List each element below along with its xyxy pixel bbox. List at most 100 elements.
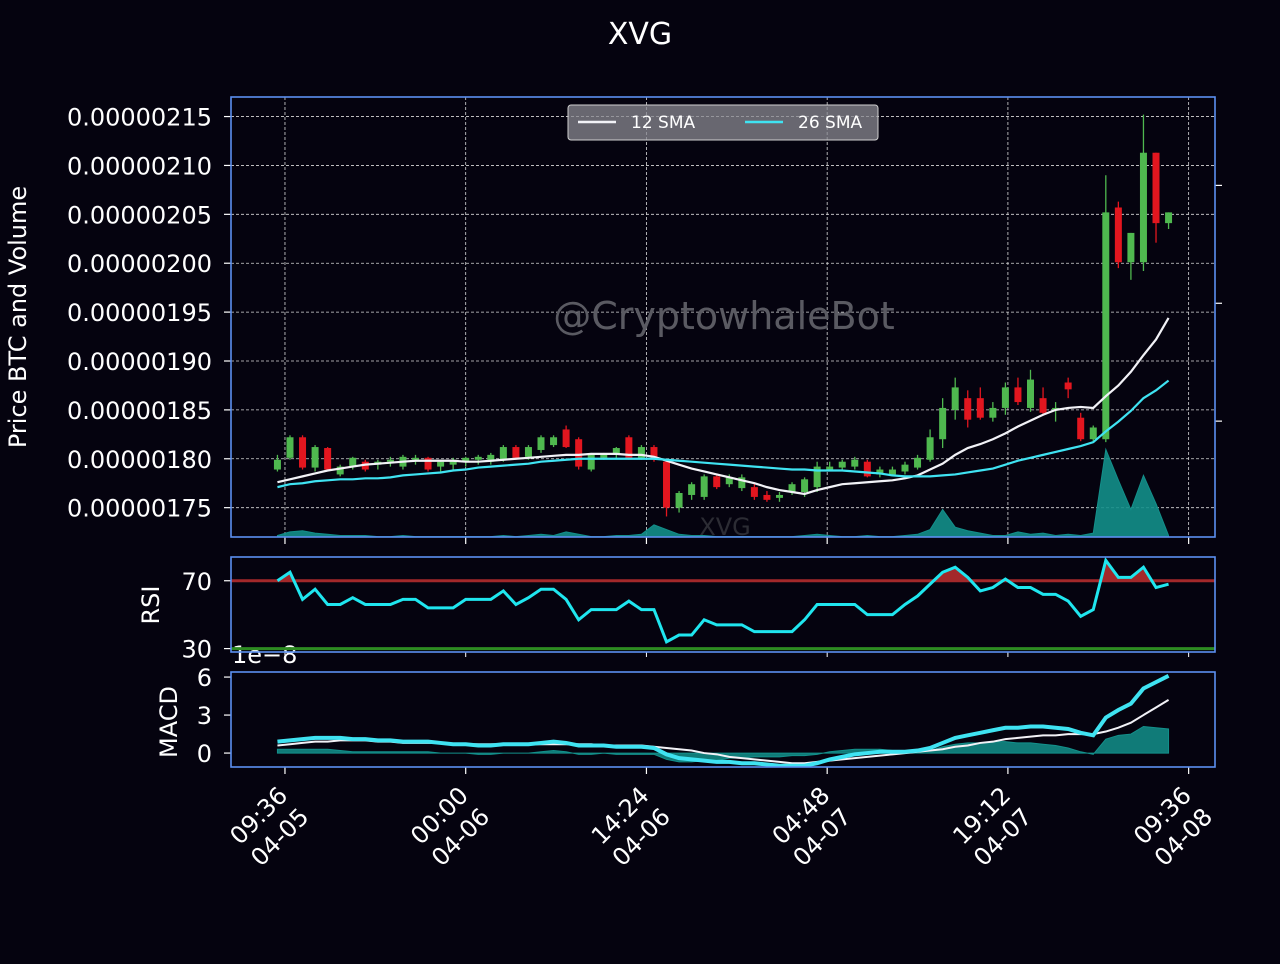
candle-body [688, 484, 696, 495]
candle-body [650, 447, 658, 460]
candle-body [663, 461, 671, 508]
axes-frame [230, 96, 1216, 538]
candle-body [437, 461, 445, 467]
candle-body [964, 398, 972, 420]
overbought-fill [277, 560, 1169, 581]
candle-body [311, 447, 319, 468]
candle-body [863, 461, 871, 477]
candle-body [750, 487, 758, 497]
candle-body [537, 437, 545, 450]
candle-body [575, 439, 583, 467]
y-tick-label: 0.00000190 [67, 348, 212, 376]
candle-body [888, 469, 896, 475]
candle-body [336, 466, 344, 475]
candle-body [1102, 212, 1110, 440]
y-tick-label: 6 [197, 664, 212, 692]
candle-body [637, 447, 645, 458]
candle-body [700, 476, 708, 497]
candle-body [939, 407, 947, 440]
candle-body [826, 466, 834, 470]
candle-body [1039, 398, 1047, 413]
candle-body [412, 457, 419, 460]
candle-body [512, 447, 520, 458]
candle-body [273, 459, 281, 470]
candle-body [989, 407, 997, 418]
candle-body [324, 448, 332, 470]
axes-frame [230, 671, 1216, 768]
legend-label: 12 SMA [631, 113, 695, 133]
candle-body [1114, 207, 1122, 263]
candle-body [1139, 152, 1147, 263]
volume-watermark: XVG [699, 513, 750, 541]
candle-body [1165, 212, 1173, 224]
candle-body [550, 437, 558, 446]
candle-body [1152, 152, 1160, 224]
candle-body [813, 466, 821, 488]
candle-body [612, 448, 620, 455]
candle-body [851, 459, 859, 467]
candle-body [775, 494, 783, 498]
candle-body [1014, 387, 1022, 403]
candle-body [976, 398, 984, 418]
candle-body [587, 454, 595, 470]
candle-body [763, 494, 771, 500]
candle-body [738, 477, 746, 489]
macd-line [277, 674, 1170, 767]
y-tick-label: 0.00000200 [67, 250, 212, 278]
candle-body [788, 484, 796, 493]
candle-body [876, 469, 884, 475]
plot-area [231, 557, 1215, 651]
candle-body [299, 437, 307, 468]
y-tick-label: 0.00000215 [67, 104, 212, 132]
y-tick-label: 0.00000180 [67, 446, 212, 474]
sma-line [277, 317, 1170, 496]
y-tick-label: 70 [181, 568, 212, 596]
candle-body [600, 454, 608, 458]
y-tick-label: 0.00000195 [67, 299, 212, 327]
candle-body [286, 437, 294, 458]
sma-line [277, 379, 1170, 489]
candle-body [499, 447, 507, 460]
axes-frame [230, 556, 1216, 653]
candle-body [474, 456, 482, 460]
y-tick-label: 3 [197, 702, 212, 730]
rsi-axis-label: RSI [137, 586, 165, 625]
candle-body [1001, 387, 1009, 408]
candle-body [725, 477, 733, 485]
candle-body [349, 457, 357, 467]
candle-body [1089, 427, 1097, 440]
candle-body [1127, 232, 1135, 263]
candle-body [1027, 379, 1034, 408]
candle-body [713, 476, 721, 488]
candle-body [386, 459, 394, 462]
legend-label: 26 SMA [798, 113, 862, 133]
candle-body [951, 387, 959, 410]
candle-body [625, 437, 633, 458]
candle-body [562, 429, 570, 448]
rsi-line [276, 557, 1169, 644]
plot-area: @CryptowhaleBot XVG [231, 97, 1215, 541]
legend-box [567, 104, 879, 141]
legend: 12 SMA 26 SMA [567, 104, 879, 141]
y-tick-label: 0.00000175 [67, 495, 212, 523]
candle-body [487, 454, 495, 462]
candle-body [801, 479, 809, 493]
y-tick-label: 0 [197, 740, 212, 768]
y-tick-label: 30 [181, 636, 212, 664]
chart-title: XVG [608, 17, 672, 52]
y-tick-label: 0.00000205 [67, 201, 212, 229]
candle-body [914, 457, 922, 468]
plot-area [276, 674, 1170, 767]
macd-axis-label: MACD [155, 686, 183, 758]
candle-body [1064, 382, 1072, 390]
candle-body [926, 437, 934, 460]
candle-body [838, 461, 846, 468]
y-tick-label: 0.00000210 [67, 152, 212, 180]
candle-body [424, 457, 432, 470]
watermark: @CryptowhaleBot [553, 294, 895, 338]
y-tick-label: 0.00000185 [67, 397, 212, 425]
candle-body [1077, 417, 1085, 440]
